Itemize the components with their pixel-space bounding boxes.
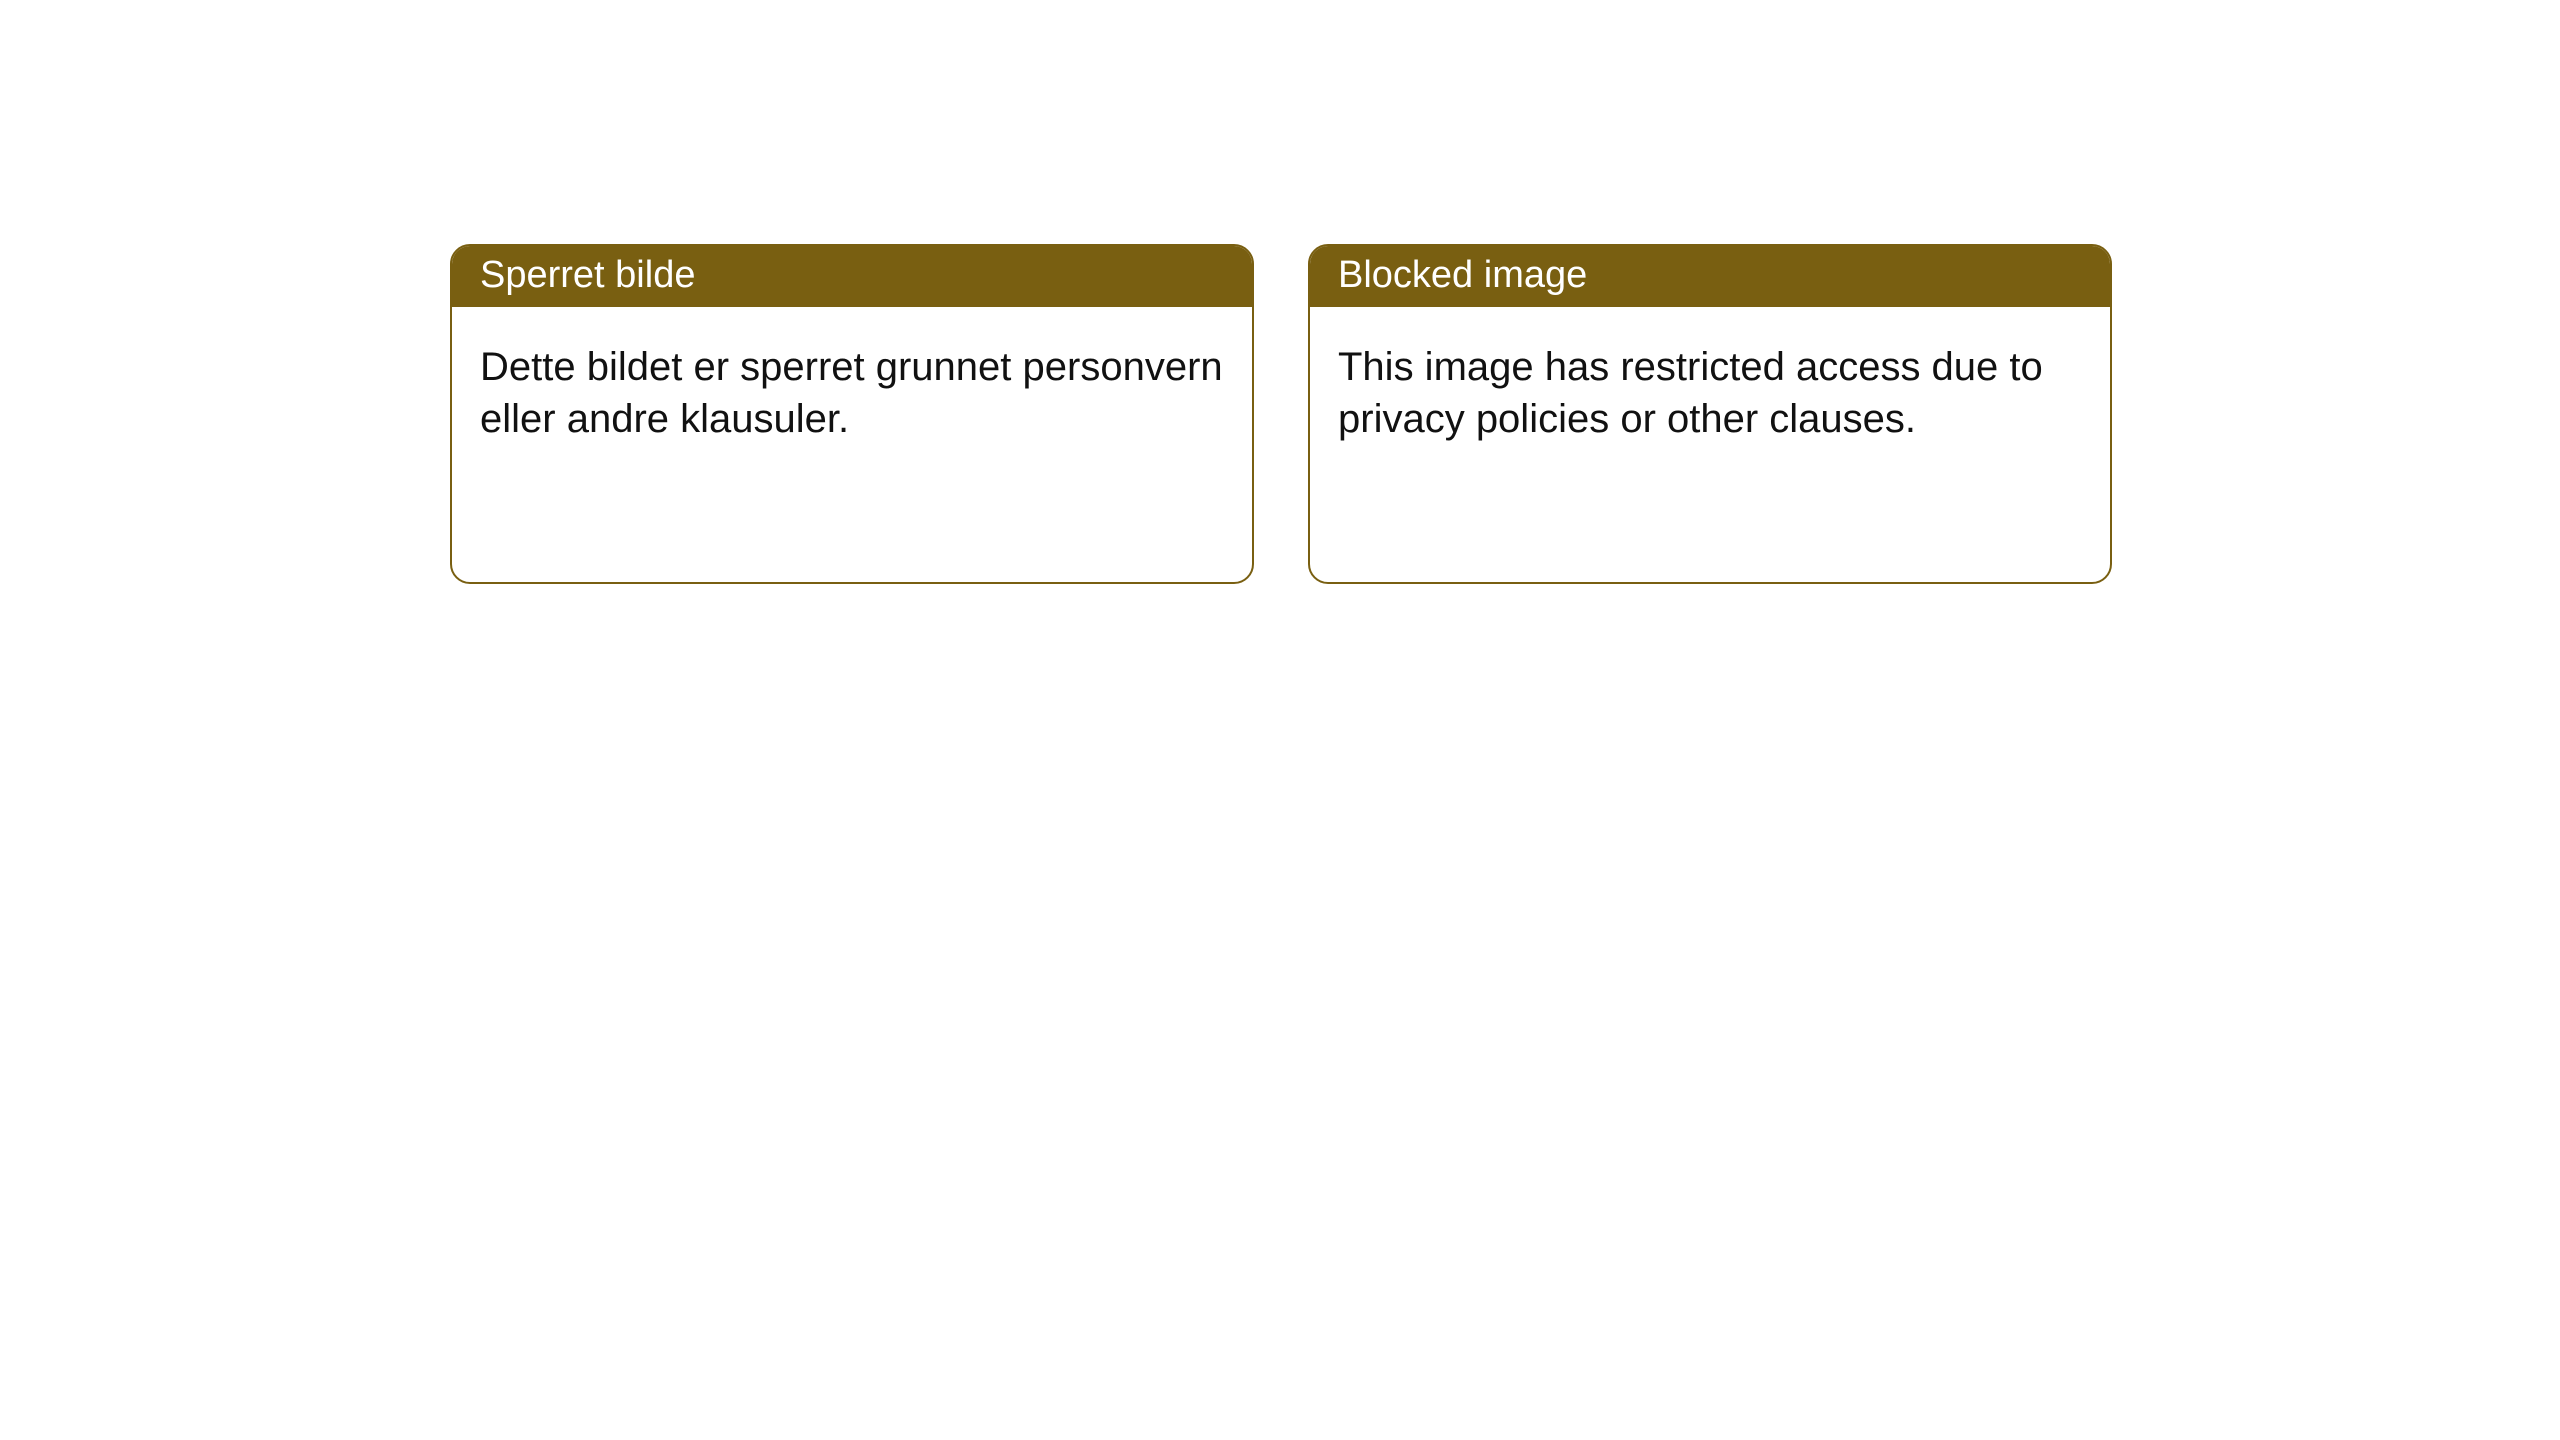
notice-container: Sperret bilde Dette bildet er sperret gr…	[0, 0, 2560, 584]
notice-header: Sperret bilde	[452, 246, 1252, 307]
notice-box-english: Blocked image This image has restricted …	[1308, 244, 2112, 584]
notice-body: This image has restricted access due to …	[1310, 307, 2110, 582]
notice-box-norwegian: Sperret bilde Dette bildet er sperret gr…	[450, 244, 1254, 584]
notice-header: Blocked image	[1310, 246, 2110, 307]
notice-body: Dette bildet er sperret grunnet personve…	[452, 307, 1252, 582]
